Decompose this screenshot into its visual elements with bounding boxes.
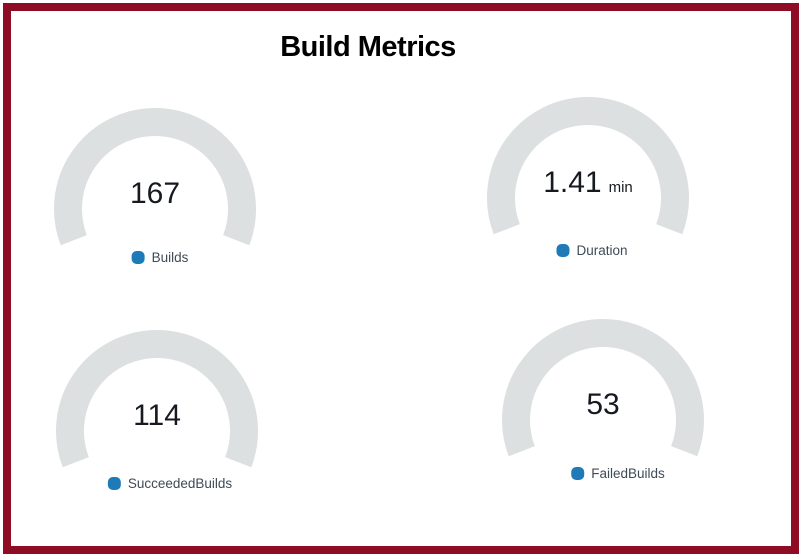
page-title: Build Metrics: [280, 31, 456, 63]
legend-dot-icon: [131, 251, 145, 264]
gauge-arc: [56, 329, 258, 468]
legend-item[interactable]: SucceededBuilds: [107, 476, 233, 491]
gauge-value: 1.41: [543, 166, 602, 199]
legend-dot-icon: [107, 477, 121, 490]
gauge-arc: [502, 318, 704, 457]
gauge-value: 167: [129, 177, 181, 210]
legend-item[interactable]: Duration: [556, 243, 628, 258]
gauge-widget-succeeded-builds: 114 SucceededBuilds: [52, 326, 262, 501]
gauge-arc: [487, 96, 689, 235]
legend-item[interactable]: Builds: [131, 250, 189, 265]
legend-label: Builds: [151, 250, 189, 265]
gauge-arc: [54, 107, 256, 246]
legend-item[interactable]: FailedBuilds: [571, 466, 665, 481]
gauge-value-row: 114: [52, 397, 262, 435]
legend-label: FailedBuilds: [591, 466, 665, 481]
gauge-value-row: 1.41 min: [483, 164, 693, 202]
gauge-value: 114: [133, 399, 181, 432]
gauge-unit: min: [608, 179, 633, 196]
legend-dot-icon: [571, 467, 585, 480]
legend-label: Duration: [576, 243, 628, 258]
dashboard-frame: [3, 3, 799, 554]
gauge-widget-duration: 1.41 min Duration: [483, 93, 693, 268]
gauge-value-row: 53: [498, 386, 708, 424]
gauge-value-row: 167: [50, 175, 260, 213]
legend-dot-icon: [556, 244, 570, 257]
gauge-widget-failed-builds: 53 FailedBuilds: [498, 315, 708, 490]
legend-label: SucceededBuilds: [127, 476, 233, 491]
gauge-widget-builds: 167 Builds: [50, 104, 260, 279]
gauge-value: 53: [586, 388, 620, 421]
